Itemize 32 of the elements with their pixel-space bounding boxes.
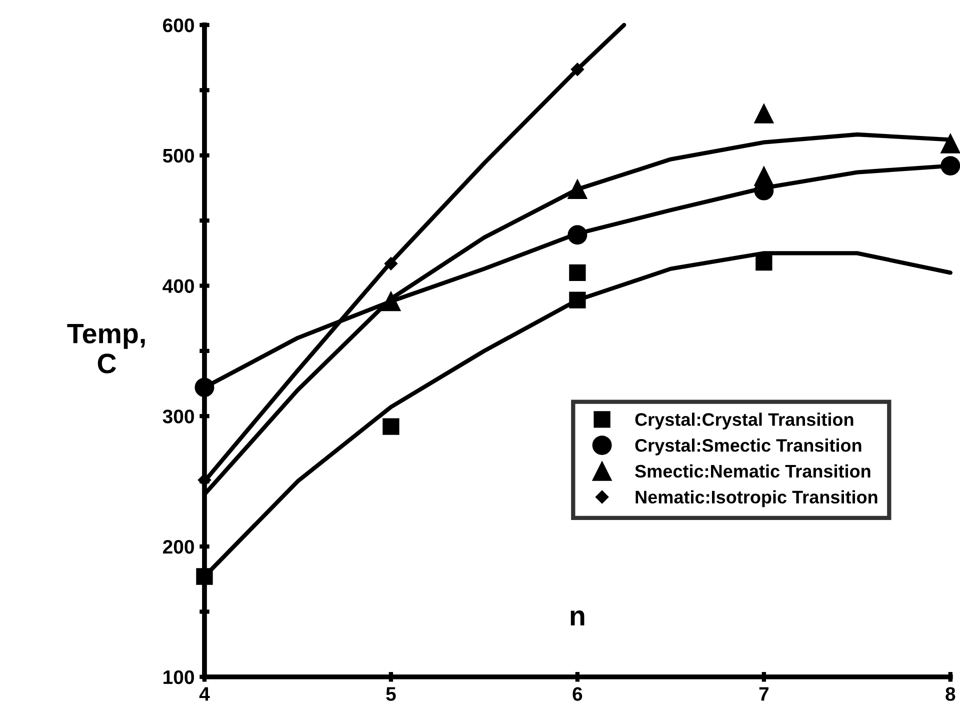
y-tick-label: 200	[162, 540, 194, 554]
point	[569, 264, 586, 282]
legend-label: Crystal:Crystal Transition	[635, 412, 854, 430]
y-tick-label: 400	[162, 279, 194, 293]
point	[940, 156, 960, 176]
legend-label: Crystal:Smectic Transition	[635, 438, 862, 456]
y-tick-label: 300	[162, 410, 194, 424]
x-tick-label: 8	[946, 687, 956, 701]
x-tick-label: 4	[199, 687, 210, 701]
y-axis-title: Temp, C	[67, 324, 145, 374]
point	[754, 104, 774, 124]
y-tick-label: 500	[162, 148, 194, 163]
point	[569, 292, 586, 308]
point	[568, 225, 588, 245]
point	[382, 418, 400, 435]
legend-label: Smectic:Nematic Transition	[635, 464, 870, 478]
point	[754, 166, 774, 186]
y-tick-label: 600	[163, 18, 194, 32]
point	[196, 568, 213, 585]
x-axis-title: n	[570, 610, 584, 626]
point	[381, 292, 401, 312]
point	[940, 134, 960, 154]
point	[756, 254, 772, 271]
point	[570, 62, 584, 76]
point	[194, 378, 214, 398]
legend-label: Nematic:Isotropic Transition	[636, 490, 878, 508]
x-tick-label: 5	[386, 687, 396, 701]
point	[384, 256, 398, 270]
y-tick-label: 100	[164, 670, 194, 684]
x-tick-label: 6	[572, 687, 582, 701]
x-tick-label: 7	[759, 687, 768, 701]
point	[568, 180, 588, 199]
